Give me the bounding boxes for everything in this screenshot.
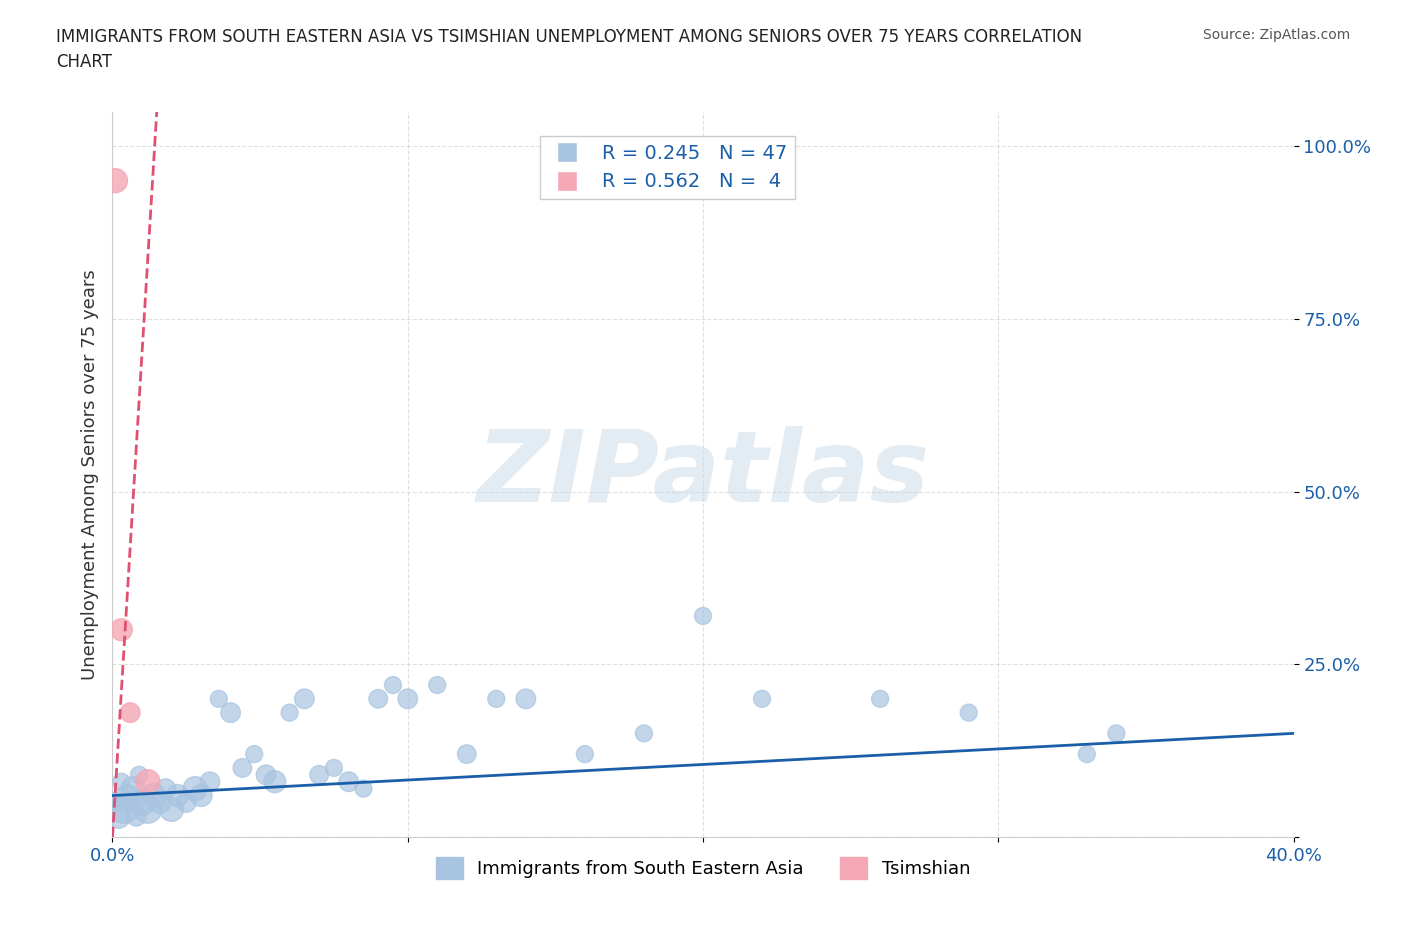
- Point: [1105, 726, 1128, 741]
- Point: [515, 691, 537, 706]
- Point: [264, 775, 287, 790]
- Point: [1076, 747, 1098, 762]
- Point: [120, 795, 142, 810]
- Point: [184, 781, 207, 796]
- Point: [574, 747, 596, 762]
- Legend: Immigrants from South Eastern Asia, Tsimshian: Immigrants from South Eastern Asia, Tsim…: [429, 849, 977, 886]
- Text: Source: ZipAtlas.com: Source: ZipAtlas.com: [1202, 28, 1350, 42]
- Point: [198, 775, 221, 790]
- Point: [110, 775, 132, 790]
- Point: [323, 761, 346, 776]
- Point: [142, 788, 165, 803]
- Y-axis label: Unemployment Among Seniors over 75 years: Unemployment Among Seniors over 75 years: [80, 269, 98, 680]
- Point: [485, 691, 508, 706]
- Point: [456, 747, 478, 762]
- Point: [231, 761, 253, 776]
- Point: [107, 809, 129, 824]
- Point: [131, 795, 153, 810]
- Point: [292, 691, 315, 706]
- Point: [751, 691, 773, 706]
- Point: [110, 622, 132, 637]
- Point: [208, 691, 231, 706]
- Point: [117, 788, 138, 803]
- Point: [122, 781, 145, 796]
- Point: [337, 775, 360, 790]
- Point: [166, 788, 188, 803]
- Point: [633, 726, 655, 741]
- Point: [120, 705, 142, 720]
- Text: IMMIGRANTS FROM SOUTH EASTERN ASIA VS TSIMSHIAN UNEMPLOYMENT AMONG SENIORS OVER : IMMIGRANTS FROM SOUTH EASTERN ASIA VS TS…: [56, 28, 1083, 71]
- Point: [104, 173, 127, 188]
- Point: [190, 788, 212, 803]
- Point: [104, 795, 127, 810]
- Point: [136, 775, 159, 790]
- Point: [125, 809, 148, 824]
- Point: [278, 705, 301, 720]
- Point: [112, 802, 135, 817]
- Point: [426, 678, 449, 693]
- Point: [219, 705, 242, 720]
- Point: [382, 678, 405, 693]
- Point: [352, 781, 374, 796]
- Point: [396, 691, 419, 706]
- Point: [128, 767, 150, 782]
- Point: [367, 691, 389, 706]
- Point: [136, 802, 159, 817]
- Point: [149, 795, 172, 810]
- Point: [308, 767, 330, 782]
- Point: [174, 795, 197, 810]
- Point: [957, 705, 980, 720]
- Point: [869, 691, 891, 706]
- Point: [243, 747, 266, 762]
- Text: ZIPatlas: ZIPatlas: [477, 426, 929, 523]
- Point: [254, 767, 277, 782]
- Point: [155, 781, 177, 796]
- Point: [160, 802, 183, 817]
- Point: [692, 608, 714, 623]
